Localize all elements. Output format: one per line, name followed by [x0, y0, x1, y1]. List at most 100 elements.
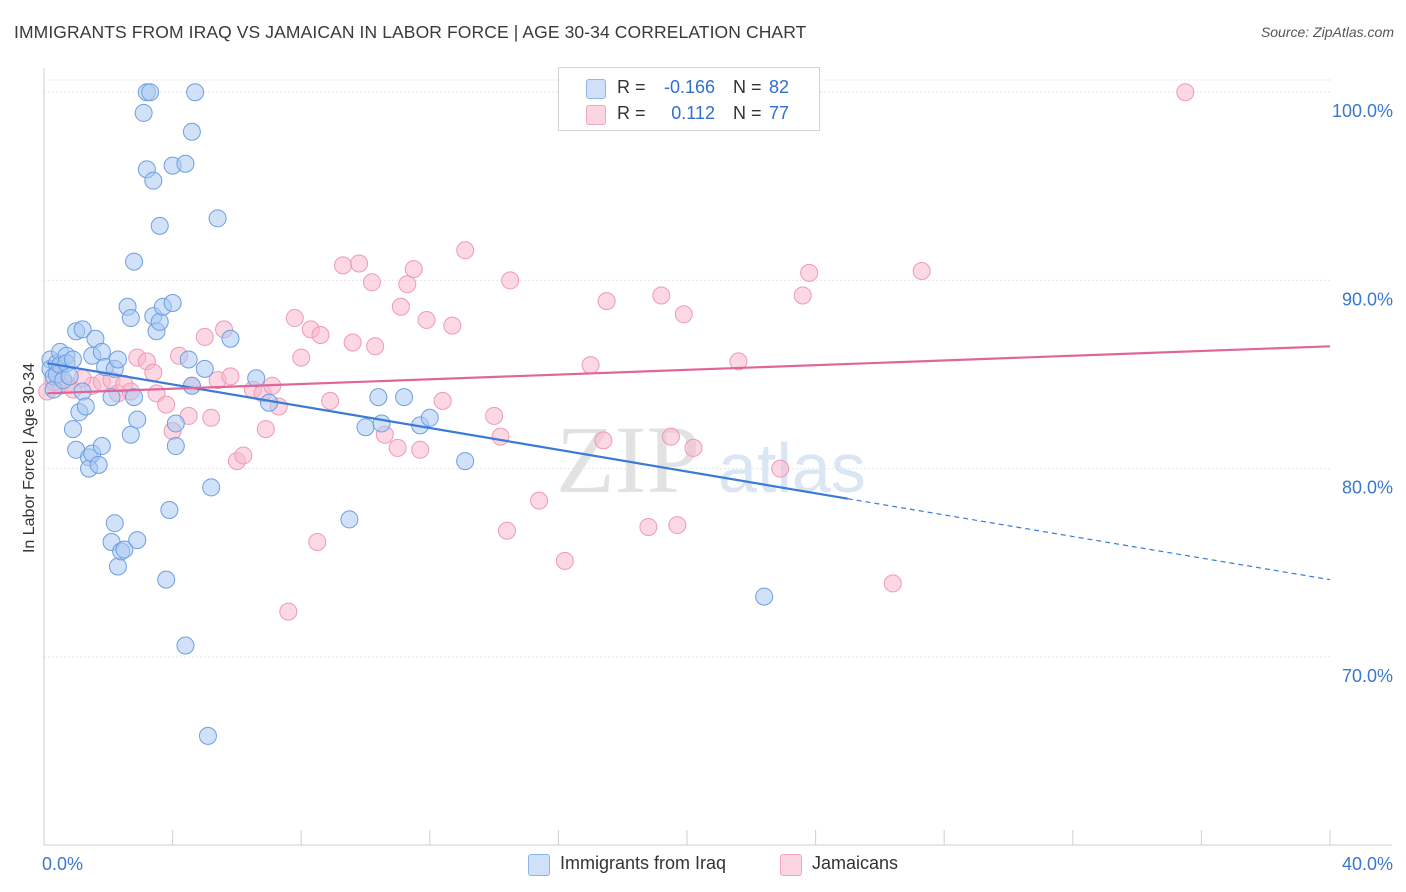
iraq-point	[134, 103, 153, 122]
jamaicans-point	[530, 491, 549, 510]
jamaicans-point	[398, 275, 417, 294]
legend-n-value: 82	[769, 77, 790, 97]
jamaicans-point	[411, 440, 430, 459]
jamaicans-point	[652, 286, 671, 305]
iraq-point	[176, 636, 195, 655]
legend-row-iraq: R = -0.166 N = 82	[559, 74, 819, 102]
jamaicans-point	[555, 551, 574, 570]
iraq-trend-extension	[847, 498, 1331, 581]
iraq-point	[92, 437, 111, 456]
iraq-point	[157, 570, 176, 589]
jamaicans-point	[221, 367, 240, 386]
jamaicans-trend-line	[47, 345, 1331, 395]
jamaicans-point	[391, 297, 410, 316]
jamaicans-point	[311, 325, 330, 344]
iraq-point	[395, 388, 414, 407]
jamaicans-point	[256, 420, 275, 439]
jamaicans-point	[456, 241, 475, 260]
iraq-point	[73, 320, 92, 339]
iraq-point	[166, 437, 185, 456]
jamaicans-point	[292, 348, 311, 367]
jamaicans-point	[912, 262, 931, 281]
iraq-point	[456, 452, 475, 471]
iraq-point	[128, 410, 147, 429]
jamaicans-point	[594, 431, 613, 450]
iraq-point	[340, 510, 359, 529]
jamaicans-points	[38, 83, 1195, 621]
jamaicans-point	[343, 333, 362, 352]
x-tick-label: 40.0%	[1342, 854, 1393, 874]
iraq-point	[125, 388, 144, 407]
iraq-point	[420, 408, 439, 427]
iraq-point	[163, 294, 182, 313]
jamaicans-point	[157, 395, 176, 414]
iraq-point	[105, 514, 124, 533]
iraq-point	[121, 425, 140, 444]
iraq-point	[89, 455, 108, 474]
jamaicans-point	[800, 263, 819, 282]
jamaicans-point	[639, 517, 658, 536]
iraq-point	[369, 388, 388, 407]
jamaicans-point	[417, 310, 436, 329]
jamaicans-point	[661, 427, 680, 446]
iraq-point	[202, 478, 221, 497]
jamaicans-point	[321, 391, 340, 410]
iraq-point	[160, 501, 179, 520]
iraq-point	[372, 414, 391, 433]
iraq-point	[247, 369, 266, 388]
jamaicans-point	[366, 337, 385, 356]
jamaicans-point	[234, 446, 253, 465]
watermark-atlas: atlas	[718, 429, 866, 507]
legend-n-label: N =	[733, 103, 762, 123]
legend-swatch-jamaicans	[586, 105, 606, 125]
jamaicans-point	[581, 356, 600, 375]
iraq-point	[141, 83, 160, 102]
gridlines	[44, 79, 1330, 658]
jamaicans-point	[285, 309, 304, 328]
iraq-point	[198, 726, 217, 745]
y-tick-label: 90.0%	[1342, 289, 1393, 309]
jamaicans-point	[144, 363, 163, 382]
legend-r-value: 0.112	[671, 103, 715, 123]
legend-r-value: -0.166	[663, 77, 715, 97]
jamaicans-point	[195, 327, 214, 346]
legend-n-label: N =	[733, 77, 762, 97]
jamaicans-point	[491, 427, 510, 446]
iraq-point	[179, 350, 198, 369]
legend-label-jamaicans: Jamaicans	[812, 853, 899, 873]
iraq-point	[208, 209, 227, 228]
iraq-point	[125, 252, 144, 271]
iraq-point	[356, 418, 375, 437]
iraq-point	[108, 557, 127, 576]
iraq-point	[102, 388, 121, 407]
iraq-point	[60, 367, 79, 386]
watermark: ZIP atlas	[556, 406, 866, 513]
iraq-point	[76, 397, 95, 416]
legend-swatch-iraq	[586, 79, 606, 99]
legend-r-label: R =	[617, 77, 646, 97]
jamaicans-point	[443, 316, 462, 335]
legend-r-label: R =	[617, 103, 646, 123]
iraq-point	[63, 420, 82, 439]
y-tick-label: 100.0%	[1332, 101, 1393, 121]
iraq-point	[195, 359, 214, 378]
jamaicans-point	[674, 305, 693, 324]
jamaicans-point	[333, 256, 352, 275]
watermark-zip: ZIP	[556, 406, 700, 513]
jamaicans-point	[1176, 83, 1195, 102]
iraq-point	[150, 312, 169, 331]
y-tick-label: 70.0%	[1342, 666, 1393, 686]
iraq-point	[63, 350, 82, 369]
source-label: Source: ZipAtlas.com	[1260, 24, 1394, 40]
jamaicans-point	[729, 352, 748, 371]
iraq-point	[755, 587, 774, 606]
iraq-point	[166, 414, 185, 433]
jamaicans-point	[202, 408, 221, 427]
jamaicans-point	[388, 438, 407, 457]
iraq-point	[176, 154, 195, 173]
iraq-trend-line	[47, 362, 848, 500]
stats-legend: R = -0.166 N = 82 R = 0.112 N = 77	[558, 67, 820, 131]
iraq-point	[186, 83, 205, 102]
jamaicans-point	[433, 391, 452, 410]
